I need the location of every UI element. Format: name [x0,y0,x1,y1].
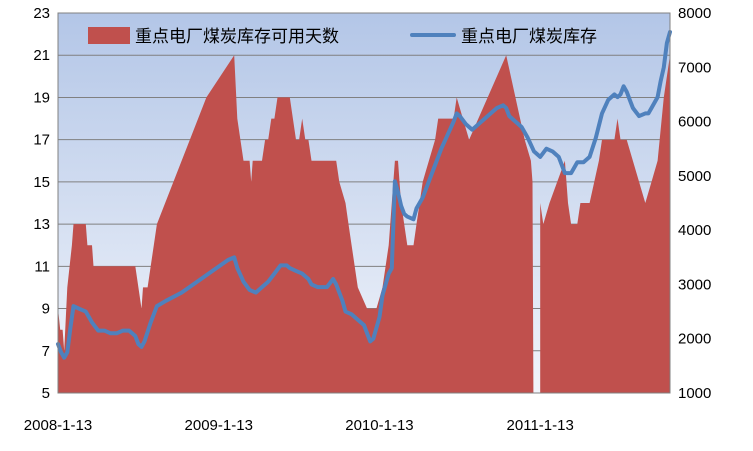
legend-label-line: 重点电厂煤炭库存 [461,27,597,47]
right-tick-label: 2000 [678,331,711,348]
right-axis-labels: 1000 2000 3000 4000 5000 6000 7000 8000 [678,5,711,402]
left-axis-labels: 5 7 9 11 13 15 17 19 21 23 [33,5,50,402]
legend-label-area: 重点电厂煤炭库存可用天数 [135,27,339,47]
left-tick-label: 15 [33,174,50,191]
right-tick-label: 5000 [678,168,711,185]
right-tick-label: 8000 [678,5,711,22]
x-tick-label: 2010-1-13 [345,417,413,434]
left-tick-label: 13 [33,216,50,233]
right-tick-label: 6000 [678,114,711,131]
left-tick-label: 21 [33,47,50,64]
x-tick-label: 2011-1-13 [507,417,574,434]
legend: 重点电厂煤炭库存可用天数 重点电厂煤炭库存 [88,27,597,47]
left-tick-label: 17 [33,132,50,149]
plot-frame [57,12,671,394]
left-tick-label: 23 [33,5,50,22]
left-tick-label: 5 [42,385,50,402]
area-series-usable-days [58,55,670,393]
x-tick-label: 2009-1-13 [185,417,253,434]
line-series-coal-stock [56,30,672,360]
x-tick-label: 2008-1-13 [24,417,92,434]
legend-swatch-area [88,27,130,44]
right-tick-label: 1000 [678,385,711,402]
right-tick-label: 7000 [678,59,711,76]
right-tick-label: 3000 [678,276,711,293]
left-tick-label: 7 [42,343,50,360]
right-tick-label: 4000 [678,222,711,239]
left-tick-label: 9 [42,301,50,318]
x-axis-labels: 2008-1-13 2009-1-13 2010-1-13 2011-1-13 [24,417,574,434]
left-tick-label: 11 [34,258,50,275]
left-tick-label: 19 [33,89,50,106]
